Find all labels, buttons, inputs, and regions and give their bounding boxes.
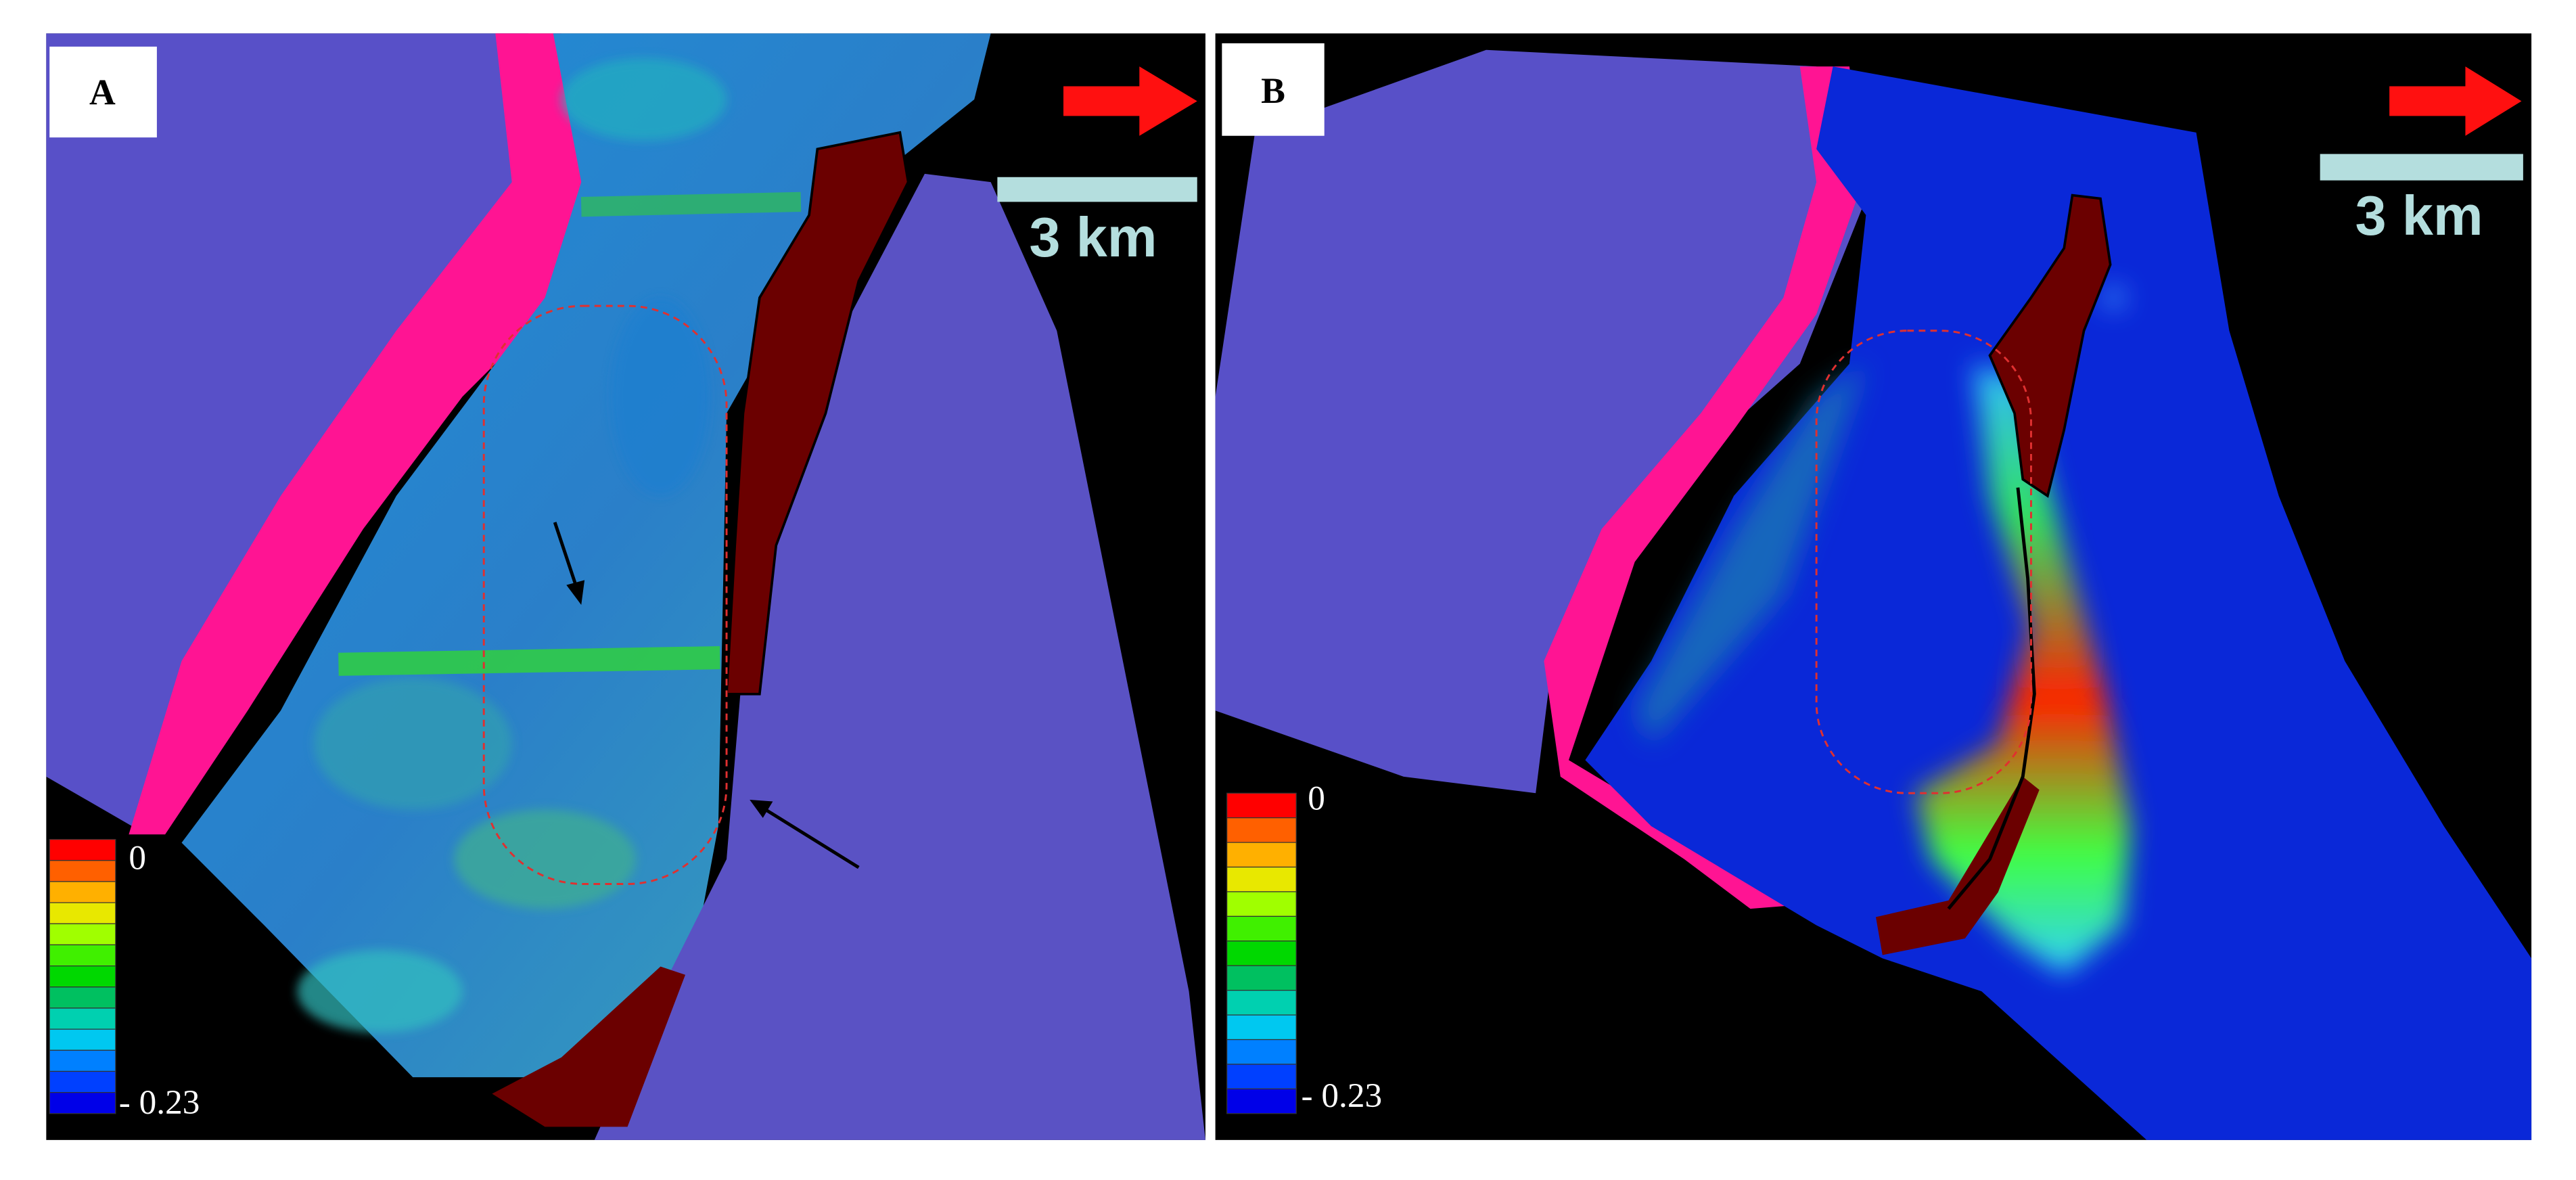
colorbar-swatch [49,1092,116,1114]
colorbar-swatch [1226,1014,1297,1041]
colorbar-swatch [1226,891,1297,917]
colorbar-swatch [1226,940,1297,966]
left-surface [46,33,578,827]
colorbar-swatch [49,860,116,882]
colorbar-swatch [49,1049,116,1072]
colorbar-swatch [1226,1088,1297,1114]
colorbar-swatch [49,944,116,967]
colorbar-swatch [1226,866,1297,892]
colorbar-swatch [1226,965,1297,991]
label-box [49,46,157,138]
anomaly [1634,288,2130,975]
colorbar-swatch [49,1007,116,1030]
fault-block [1988,194,2112,498]
colorbar-top: 0 [129,839,146,878]
left-surface [1215,49,1866,794]
panel-b: B 3 km 0 - 0.23 [1215,33,2532,1140]
direction-arrow [2389,66,2522,136]
pink-fault [129,33,598,835]
scale-label: 3 km [1029,206,1157,269]
colorbar-bottom: - 0.23 [1302,1076,1383,1115]
colorbar-swatch [49,1028,116,1051]
colorbar-swatch [49,902,116,924]
colorbar-swatch [1226,990,1297,1016]
colorbar-swatch [1226,1039,1297,1065]
colorbar-swatch [1226,842,1297,868]
fault-block-lower [492,966,686,1127]
arrow-head [566,580,585,605]
colorbar-swatch [49,881,116,903]
arrow [762,807,860,869]
colorbar-swatch [49,986,116,1009]
scale-label: 3 km [2355,184,2483,247]
green-band [338,645,720,676]
arrow [553,522,578,587]
panel-label: B [1261,70,1285,111]
arrow-head [750,800,773,818]
fault-trace [1947,487,2036,910]
texture [297,58,727,1033]
colorbar [1226,792,1297,1114]
fault-block [725,131,910,696]
colorbar [49,838,116,1114]
outline [482,304,728,885]
colorbar-swatch [49,966,116,988]
colorbar-swatch [49,923,116,946]
label-box [1222,43,1325,136]
right-surface [594,173,1205,1140]
panel-a: A 3 km 0 - 0.23 [46,33,1205,1140]
colorbar-bottom: - 0.23 [119,1083,200,1122]
direction-arrow [1063,66,1197,136]
colorbar-swatch [1226,1064,1297,1089]
panel-label: A [89,72,116,112]
colorbar-swatch [1226,915,1297,942]
fault-block-lower [1876,776,2040,955]
colorbar-swatch [1226,817,1297,843]
colorbar-top: 0 [1308,779,1325,818]
colorbar-swatch [1226,792,1297,819]
scale-bar [2320,154,2523,181]
outline [1815,330,2032,794]
scale-bar [997,177,1197,202]
colorbar-swatch [49,1070,116,1093]
colorbar-swatch [49,838,116,861]
green-band [580,191,802,217]
